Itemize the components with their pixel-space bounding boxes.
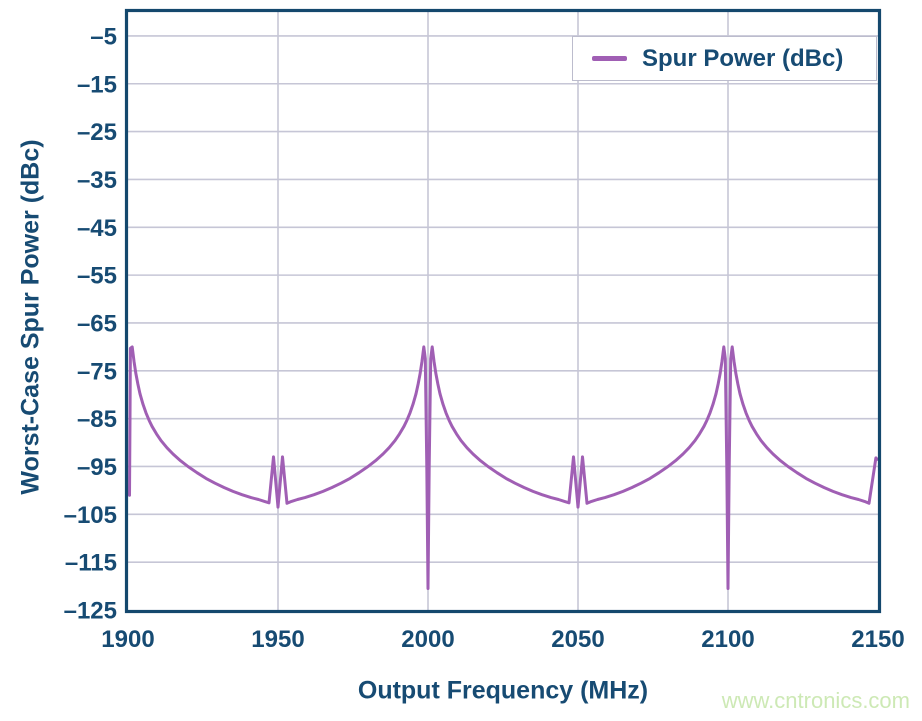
legend-label: Spur Power (dBc) — [642, 44, 844, 72]
y-tick-label: –105 — [64, 502, 117, 529]
y-tick-label: –75 — [77, 358, 117, 385]
y-tick-label: –5 — [90, 23, 117, 50]
x-tick-label: 1950 — [251, 626, 304, 653]
y-tick-label: –35 — [77, 167, 117, 194]
x-tick-label: 2000 — [401, 626, 454, 653]
plot-frame — [124, 8, 882, 614]
y-tick-label: –55 — [77, 263, 117, 290]
y-tick-label: –15 — [77, 71, 117, 98]
y-tick-label: –125 — [64, 598, 117, 625]
y-tick-label: –65 — [77, 310, 117, 337]
y-axis-title: Worst-Case Spur Power (dBc) — [16, 139, 45, 495]
legend: Spur Power (dBc) — [572, 36, 877, 81]
x-tick-label: 2050 — [551, 626, 604, 653]
watermark: www.cntronics.com — [721, 688, 910, 713]
y-tick-label: –25 — [77, 119, 117, 146]
legend-line-swatch — [592, 56, 627, 61]
y-tick-label: –115 — [65, 550, 117, 577]
y-tick-label: –95 — [77, 454, 117, 481]
y-tick-label: –85 — [77, 406, 117, 433]
x-axis-title: Output Frequency (MHz) — [357, 676, 649, 705]
x-tick-label: 1900 — [101, 626, 154, 653]
x-tick-label: 2100 — [701, 626, 754, 653]
y-tick-label: –45 — [77, 215, 117, 242]
x-tick-label: 2150 — [851, 626, 904, 653]
spur-power-line — [128, 345, 879, 590]
